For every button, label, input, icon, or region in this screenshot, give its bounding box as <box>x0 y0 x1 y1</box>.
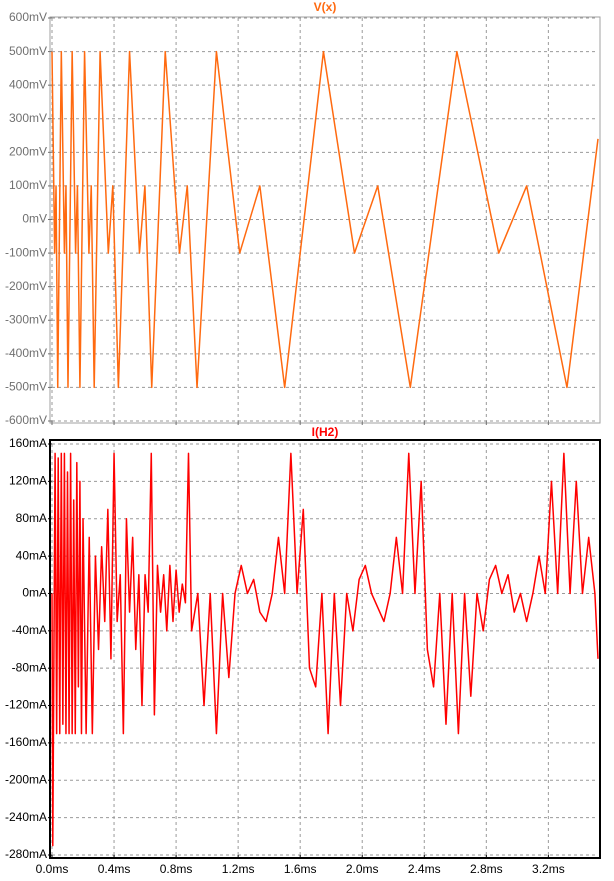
y-tick-label: 160mA <box>9 436 47 450</box>
y-tick-label: 0mA <box>22 586 47 600</box>
y-tick-label: 80mA <box>16 511 47 525</box>
y-tick-label: -500mV <box>5 380 47 394</box>
y-tick-label: 200mV <box>9 145 47 159</box>
y-tick-label: 120mA <box>9 474 47 488</box>
y-tick-label: 400mV <box>9 77 47 91</box>
x-tick-label: 3.2ms <box>532 862 565 876</box>
y-tick-label: -200mA <box>5 772 47 786</box>
y-tick-label: -100mV <box>5 245 47 259</box>
y-tick-label: 500mV <box>9 44 47 58</box>
x-tick-label: 1.2ms <box>222 862 255 876</box>
x-tick-label: 0.0ms <box>36 862 69 876</box>
y-tick-label: -40mA <box>12 623 47 637</box>
trace-title: I(H2) <box>312 425 339 439</box>
y-tick-label: -240mA <box>5 810 47 824</box>
y-tick-label: -300mV <box>5 312 47 326</box>
y-tick-label: -160mA <box>5 735 47 749</box>
x-tick-label: 0.4ms <box>98 862 131 876</box>
x-tick-label: 0.8ms <box>160 862 193 876</box>
x-tick-label: 2.4ms <box>408 862 441 876</box>
y-tick-label: -600mV <box>5 413 47 427</box>
x-tick-label: 2.0ms <box>346 862 379 876</box>
y-tick-label: 600mV <box>9 10 47 24</box>
y-tick-label: -80mA <box>12 660 47 674</box>
x-tick-label: 1.6ms <box>284 862 317 876</box>
x-tick-label: 2.8ms <box>470 862 503 876</box>
y-tick-label: 300mV <box>9 111 47 125</box>
trace-line <box>51 50 599 389</box>
trace-title: V(x) <box>314 0 337 14</box>
y-tick-label: -200mV <box>5 279 47 293</box>
y-tick-label: 100mV <box>9 178 47 192</box>
y-tick-label: -120mA <box>5 698 47 712</box>
y-tick-label: -280mA <box>5 847 47 861</box>
y-tick-label: 40mA <box>16 548 47 562</box>
trace-line <box>51 452 599 847</box>
y-tick-label: 0mV <box>22 212 47 226</box>
plot-frame <box>49 439 601 859</box>
y-tick-label: -400mV <box>5 346 47 360</box>
